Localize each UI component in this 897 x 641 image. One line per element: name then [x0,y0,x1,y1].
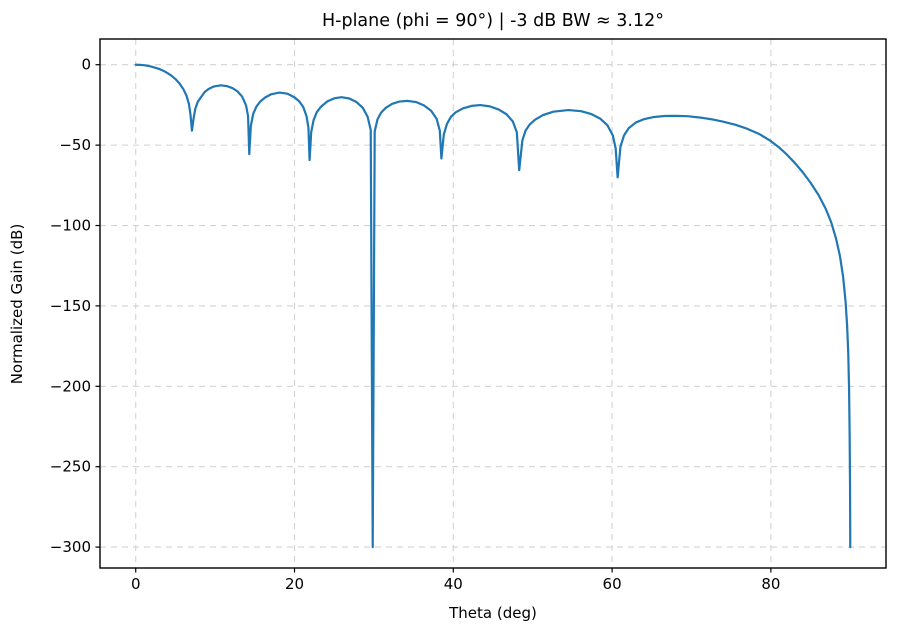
y-tick-label: −150 [50,297,91,315]
y-tick-label: 0 [81,56,91,74]
y-axis-label: Normalized Gain (dB) [8,224,26,385]
chart-title: H-plane (phi = 90°) | -3 dB BW ≈ 3.12° [322,11,664,31]
gain-curve [134,63,852,549]
grid-lines [100,39,886,568]
y-tick-label: −250 [50,458,91,476]
y-tick-label: −200 [50,377,91,395]
x-tick-label: 60 [603,575,622,593]
y-tick-label: −300 [50,538,91,556]
axes-frame [99,38,887,569]
x-tick-label: 80 [761,575,780,593]
y-tick-label: −50 [59,136,91,154]
y-axis-ticks: 0 −50 −100 −150 −200 −250 −300 [50,56,100,556]
x-tick-label: 0 [131,575,141,593]
x-tick-label: 20 [285,575,304,593]
y-tick-label: −100 [50,217,91,235]
x-axis-label: Theta (deg) [448,604,537,622]
x-axis-ticks: 0 20 40 60 80 [131,568,780,593]
x-tick-label: 40 [444,575,463,593]
